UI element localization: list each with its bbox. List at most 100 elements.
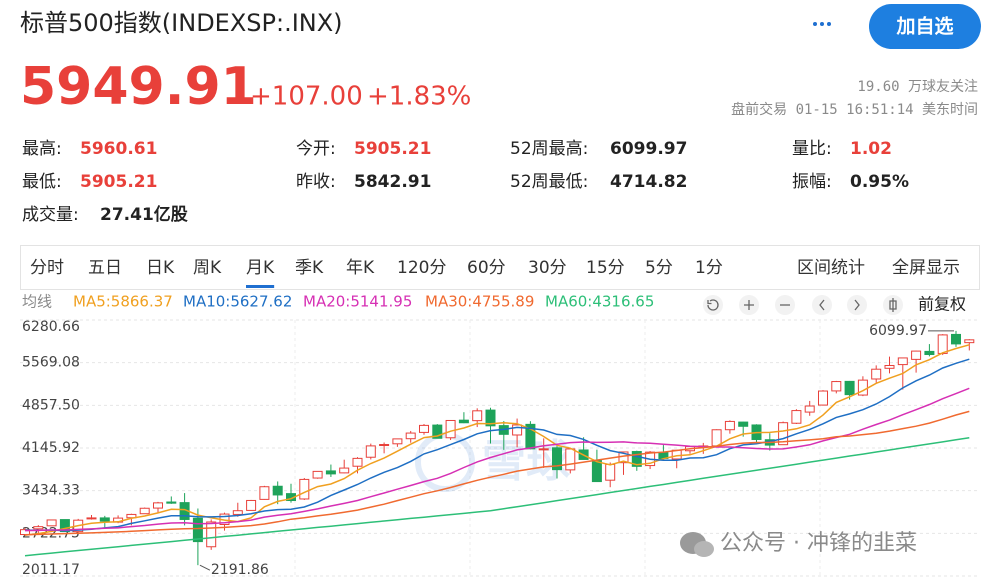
stat-value: 0.95% (850, 172, 909, 192)
chart-controls (703, 295, 903, 315)
y-tick-label: 4857.50 (22, 397, 80, 413)
stat-value: 5842.91 (354, 172, 431, 192)
period-tab[interactable]: 60分 (467, 258, 506, 278)
candle-body (192, 517, 203, 543)
stat-label: 今开: (296, 139, 336, 159)
candle-body (419, 424, 429, 433)
legend-entry: MA5:5866.37 (73, 293, 173, 311)
candle-body (552, 447, 562, 471)
candle-body (99, 517, 110, 522)
candle-body (485, 409, 496, 427)
candle-body (458, 419, 469, 424)
candle-body (871, 368, 882, 380)
zoom-in-button[interactable] (739, 295, 759, 315)
active-tab-underline (246, 285, 275, 288)
candle-body (778, 422, 789, 446)
candle-body (405, 432, 416, 440)
candle-body (379, 444, 390, 447)
more-menu[interactable] (813, 22, 831, 26)
candle-body (272, 485, 283, 496)
candle-body (831, 381, 842, 392)
candle-body (299, 478, 310, 500)
candle-body (166, 501, 177, 504)
reset-button[interactable] (703, 295, 723, 315)
trade-status: 盘前交易 01-15 16:51:14 美东时间 (731, 101, 978, 118)
candle-body (33, 526, 44, 530)
stat-label: 振幅: (792, 172, 832, 192)
candle-body (964, 339, 975, 344)
period-tab[interactable]: 15分 (586, 258, 625, 278)
candle-body (884, 364, 895, 369)
legend: MA5:5866.37 MA10:5627.62 MA20:5141.95 MA30:… (73, 293, 654, 311)
stat-label: 52周最低: (510, 172, 588, 192)
add-watchlist-button[interactable]: 加自选 (869, 4, 981, 49)
tab-bar (20, 245, 980, 290)
candle-body (232, 510, 243, 515)
candle-body (472, 410, 483, 422)
candle-body (897, 357, 908, 366)
candle-body (259, 486, 270, 500)
period-tab[interactable]: 五日 (88, 258, 122, 278)
zoom-out-button[interactable] (775, 295, 795, 315)
period-tab[interactable]: 年K (346, 258, 375, 278)
stat-value: 27.41亿股 (100, 204, 188, 225)
stat-label: 成交量: (22, 205, 79, 225)
period-tab[interactable]: 月K (246, 258, 275, 278)
candle-body (724, 420, 735, 431)
y-tick-label: 6280.66 (22, 319, 80, 335)
period-tab[interactable]: 分时 (30, 258, 64, 278)
candle-body (804, 405, 815, 413)
y-tick-label: 3434.33 (22, 483, 80, 499)
next-button[interactable] (847, 295, 867, 315)
high-annotation: 6099.97 (869, 323, 927, 339)
candle-body (818, 390, 828, 406)
candle-body (924, 350, 935, 356)
period-tab[interactable]: 季K (295, 258, 324, 278)
candle-body (206, 521, 217, 548)
index-title: 标普500指数(INDEXSP:.INX) (20, 9, 343, 37)
ma-line (24, 387, 970, 532)
period-tabs: 分时 五日 日K 周K 月K 季K 年K 120分 60分 30分 15分 5分 1分 (30, 258, 723, 288)
change-percent: +1.83% (367, 82, 471, 112)
period-tab[interactable]: 120分 (397, 258, 446, 278)
legend-entry: MA60:4316.65 (545, 293, 654, 311)
fullscreen[interactable]: 全屏显示 (892, 258, 960, 278)
ma-line (24, 358, 970, 532)
period-tab[interactable]: 30分 (528, 258, 567, 278)
period-tab[interactable]: 1分 (695, 258, 723, 278)
stat-label: 昨收: (296, 172, 336, 192)
candle-body (312, 470, 323, 479)
candle-style-button[interactable] (883, 295, 903, 315)
adjust-mode[interactable]: 前复权 (918, 295, 966, 314)
period-tab[interactable]: 日K (146, 258, 175, 278)
stat-value: 5905.21 (80, 172, 157, 192)
stat-value: 6099.97 (610, 139, 687, 159)
range-stats[interactable]: 区间统计 (797, 258, 865, 278)
candle-body (392, 438, 403, 445)
low-annotation: 2191.86 (211, 562, 269, 578)
y-tick-label: 2011.17 (22, 562, 80, 578)
candle-body (951, 333, 961, 345)
ma-title: 均线 (22, 293, 52, 311)
vertical-grid (294, 320, 821, 576)
stat-label: 最高: (22, 139, 62, 159)
watermark: 公众号 · 冲锋的韭菜 (680, 531, 917, 557)
ma-line (24, 437, 970, 557)
low-pointer (199, 564, 211, 571)
candle-body (246, 499, 257, 511)
period-tab[interactable]: 周K (193, 258, 222, 278)
stat-value: 1.02 (850, 139, 892, 159)
candle-body (591, 460, 602, 483)
candle-body (738, 421, 749, 427)
candle-body (911, 350, 922, 360)
stat-value: 4714.82 (610, 172, 687, 192)
candle-body (339, 467, 350, 474)
prev-button[interactable] (812, 295, 832, 315)
candle-body (46, 519, 57, 527)
candle-body (352, 457, 363, 467)
stat-label: 52周最高: (510, 139, 588, 159)
legend-entry: MA20:5141.95 (303, 293, 412, 311)
period-tab[interactable]: 5分 (645, 258, 673, 278)
legend-entry: MA10:5627.62 (183, 293, 292, 311)
